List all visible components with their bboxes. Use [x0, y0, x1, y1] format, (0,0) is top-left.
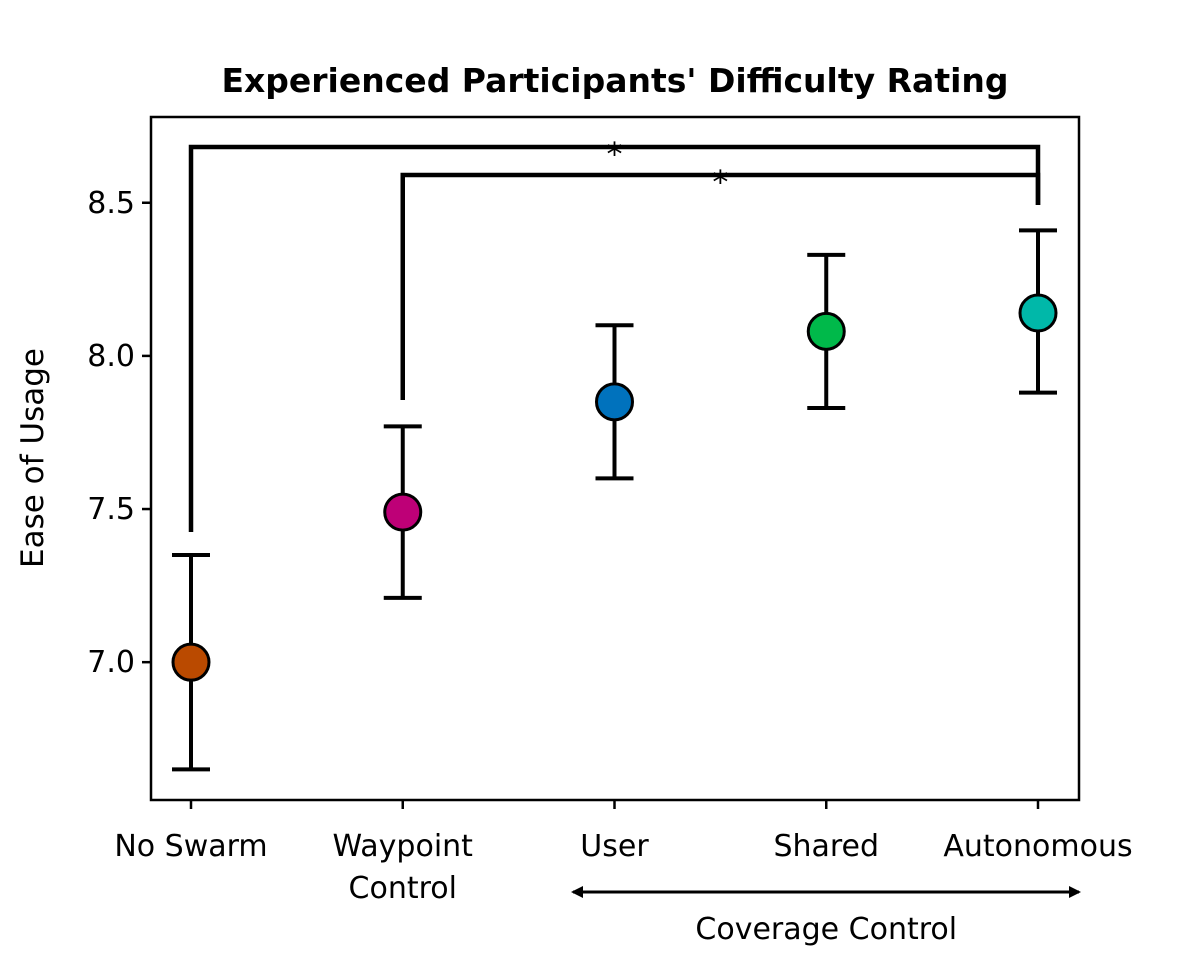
group-label: Coverage Control	[695, 912, 957, 947]
plot-area: 7.0 7.5 8.0 8.5 No Swarm Waypoint Control User S…	[87, 115, 1133, 947]
data-point	[1018, 293, 1058, 333]
x-tick-label: User	[580, 829, 649, 864]
y-tick-label: 7.0	[87, 645, 135, 680]
data-point	[595, 382, 634, 422]
chart-title: Experienced Participants' Difficulty Rat…	[221, 61, 1008, 100]
significance-marker: *	[607, 135, 623, 173]
y-tick-label: 7.5	[87, 492, 135, 527]
x-tick-label: Waypoint	[333, 829, 474, 864]
y-tick-label: 8.5	[87, 186, 135, 221]
x-tick-label: Control	[349, 871, 457, 906]
data-point	[806, 311, 846, 351]
x-tick-label: Autonomous	[943, 829, 1132, 864]
y-tick-label: 8.0	[87, 339, 135, 374]
y-axis-label: Ease of Usage	[15, 348, 51, 568]
x-tick-label: Shared	[773, 829, 879, 864]
data-point	[171, 642, 211, 682]
x-tick-label: No Swarm	[114, 829, 267, 864]
significance-bracket	[400, 172, 1041, 400]
significance-marker: *	[712, 163, 728, 201]
data-point	[383, 492, 423, 532]
